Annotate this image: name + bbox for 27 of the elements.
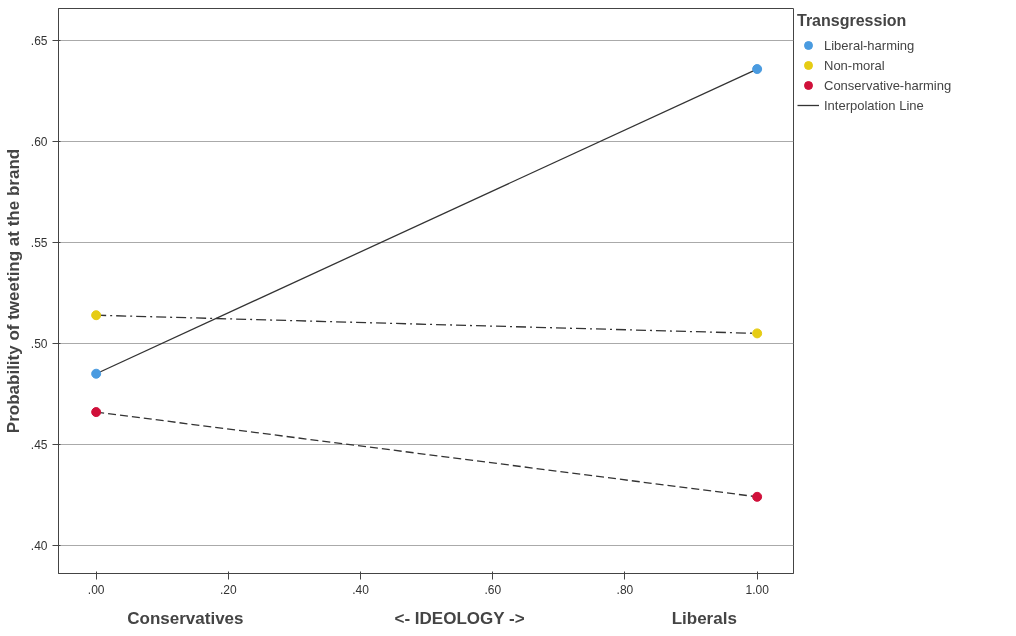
y-tick-label: .55	[30, 236, 48, 251]
legend-title: Transgression	[797, 12, 908, 30]
text: Interpolation Line	[824, 97, 924, 113]
y-tick-label: .65	[30, 34, 48, 49]
point	[91, 407, 102, 418]
y-tick-label: .50	[30, 336, 48, 351]
point	[91, 368, 102, 379]
legend-label: Conservative-harming	[824, 77, 952, 93]
x-tick-label: .60	[484, 582, 502, 597]
point	[752, 491, 763, 502]
legend-label: Non-moral	[824, 57, 885, 73]
text: Liberals	[671, 608, 737, 628]
x-tick-label: .00	[87, 582, 105, 597]
legend-label: Liberal-harming	[824, 37, 915, 53]
y-tick-label: .45	[30, 437, 48, 452]
y-axis-title: Probability of tweeting at the brand	[3, 148, 23, 434]
point	[91, 310, 102, 321]
point	[752, 328, 763, 339]
x-tick-label: .80	[616, 582, 634, 597]
point	[752, 64, 763, 75]
x-tick-label: 1.00	[745, 582, 770, 597]
text: Conservatives	[127, 608, 244, 628]
x-tick-label: .40	[352, 582, 370, 597]
y-tick-label: .40	[30, 538, 48, 553]
x-tick-label: .20	[220, 582, 238, 597]
x-axis-title: <- IDEOLOGY ->	[394, 608, 525, 628]
y-tick-label: .60	[30, 135, 48, 150]
